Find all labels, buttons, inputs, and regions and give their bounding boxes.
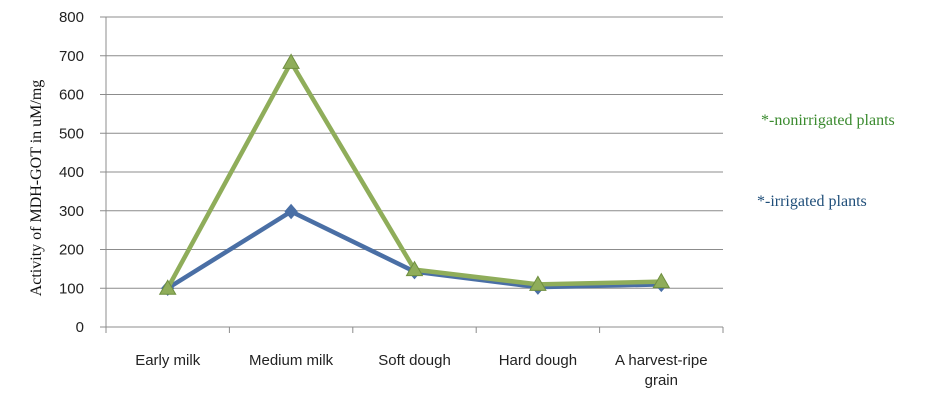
y-tick-label: 200 <box>59 242 84 259</box>
x-category-label: Medium milk <box>249 352 334 369</box>
y-tick-labels: 0 100 200 300 400 500 600 700 800 <box>59 9 84 336</box>
data-point-triangle <box>652 272 671 289</box>
data-point-triangle <box>529 275 547 291</box>
x-category-label: Soft dough <box>378 352 451 369</box>
y-tick-label: 100 <box>59 280 84 297</box>
x-category-labels: Early milk Medium milk Soft dough Hard doug… <box>135 352 707 389</box>
y-tick-label: 0 <box>76 319 84 336</box>
x-category-label: Early milk <box>135 352 201 369</box>
series-group <box>158 53 671 297</box>
y-axis-label: Activity of MDH-GOT in uM/mg <box>28 80 45 297</box>
data-point-triangle <box>158 279 177 295</box>
axes <box>100 16 724 333</box>
y-tick-label: 600 <box>59 87 84 104</box>
data-point-diamond <box>284 203 298 220</box>
x-category-label: A harvest-ripe grain <box>615 352 708 389</box>
legend: *-nonirrigated plants *-irrigated plants <box>757 112 895 210</box>
legend-entry: *-irrigated plants <box>757 193 867 210</box>
series-line <box>165 60 664 291</box>
x-category-label: Hard dough <box>499 352 577 369</box>
gridlines <box>106 16 723 289</box>
data-point-triangle <box>405 260 424 277</box>
y-tick-label: 800 <box>59 9 84 26</box>
y-tick-label: 700 <box>59 48 84 65</box>
y-tick-label: 500 <box>59 125 84 142</box>
y-tick-label: 300 <box>59 203 84 220</box>
y-tick-label: 400 <box>59 164 84 181</box>
data-point-triangle <box>282 53 300 69</box>
legend-entry: *-nonirrigated plants <box>761 112 895 129</box>
